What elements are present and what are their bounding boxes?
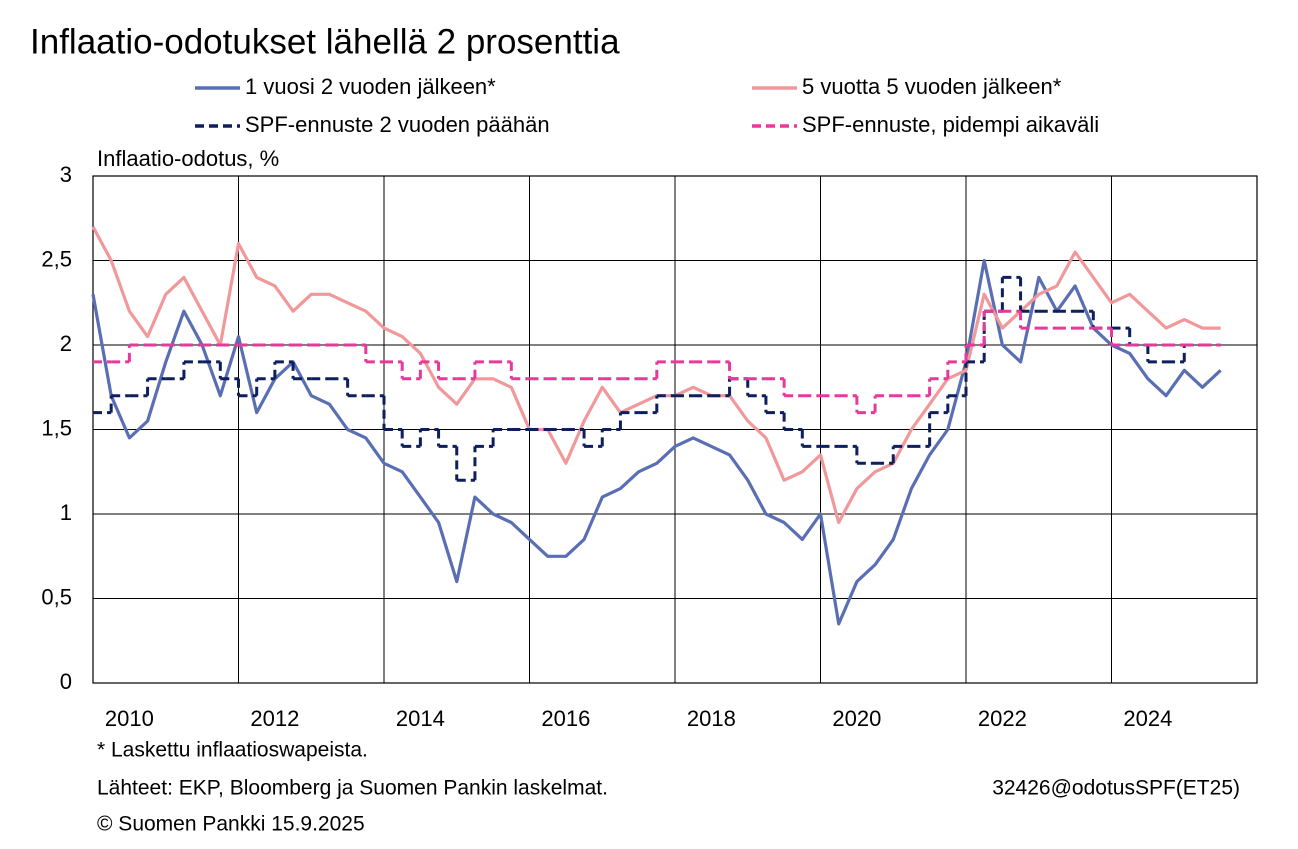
x-tick-label: 2016 — [541, 706, 590, 731]
y-axis-label: Inflaatio-odotus, % — [97, 146, 279, 171]
y-tick-label: 1 — [60, 500, 72, 525]
x-tick-label: 2014 — [396, 706, 445, 731]
y-tick-label: 0,5 — [41, 584, 72, 609]
chart-code: 32426@odotusSPF(ET25) — [992, 777, 1240, 800]
y-tick-label: 0 — [60, 669, 72, 694]
y-tick-label: 1,5 — [41, 415, 72, 440]
x-tick-label: 2018 — [687, 706, 736, 731]
y-tick-label: 3 — [60, 162, 72, 187]
legend-label: 1 vuosi 2 vuoden jälkeen* — [245, 74, 496, 99]
copyright: © Suomen Pankki 15.9.2025 — [97, 813, 365, 836]
y-tick-label: 2,5 — [41, 246, 72, 271]
y-tick-label: 2 — [60, 331, 72, 356]
legend-label: SPF-ennuste 2 vuoden päähän — [245, 112, 550, 137]
x-tick-label: 2012 — [250, 706, 299, 731]
source: Lähteet: EKP, Bloomberg ja Suomen Pankin… — [97, 777, 608, 800]
x-tick-label: 2024 — [1123, 706, 1172, 731]
legend-label: 5 vuotta 5 vuoden jälkeen* — [802, 74, 1062, 99]
footnote: * Laskettu inflaatioswapeista. — [97, 739, 368, 762]
legend-label: SPF-ennuste, pidempi aikaväli — [802, 112, 1099, 137]
x-tick-label: 2020 — [832, 706, 881, 731]
series-line — [91, 258, 1222, 626]
chart-title: Inflaatio-odotukset lähellä 2 prosenttia — [30, 22, 620, 61]
x-tick-label: 2022 — [978, 706, 1027, 731]
x-tick-label: 2010 — [105, 706, 154, 731]
